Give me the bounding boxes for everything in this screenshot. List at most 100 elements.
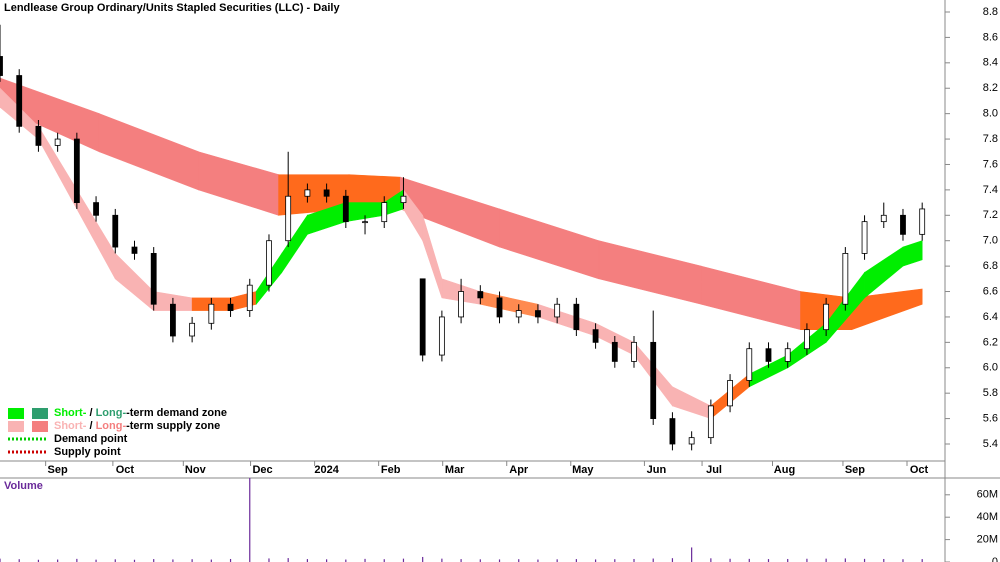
legend-part: Long- — [96, 407, 127, 419]
candle-body — [804, 329, 810, 350]
candle-body — [880, 214, 887, 223]
x-tick-label: 2024 — [314, 464, 339, 476]
x-tick-label: Sep — [48, 464, 68, 476]
legend-part: -term supply zone — [126, 420, 220, 432]
zone-band — [851, 288, 923, 331]
y-tick-label: 5.4 — [983, 438, 998, 450]
legend-label: Short- / Long--term supply zone — [54, 420, 220, 432]
annotations: 5.4 5.6 5.8 6.0 6.2 6.4 6.6 6.8 7.0 7.2 7.4 7.6 7.8 8… — [0, 6, 998, 562]
candle-body — [496, 297, 503, 318]
candle-body — [919, 208, 926, 235]
candle-body — [631, 341, 637, 362]
candle-body — [381, 202, 388, 223]
candle-body — [611, 341, 618, 362]
x-tick-label: Jul — [706, 464, 722, 476]
candle-body — [707, 405, 714, 439]
volume-tick-label: 0 — [992, 556, 998, 562]
chart-title: Lendlease Group Ordinary/Units Stapled S… — [4, 2, 340, 14]
candle-body — [458, 291, 464, 318]
candle-body — [227, 303, 234, 311]
legend-part: / — [86, 420, 95, 432]
candle-body — [304, 189, 311, 197]
volume-tick-label: 20M — [977, 534, 998, 546]
candle-body — [342, 195, 349, 223]
candle-body — [861, 221, 868, 254]
candle-body — [112, 214, 119, 248]
candle-body — [208, 303, 215, 324]
candle-body — [35, 125, 42, 146]
candle-body — [285, 195, 292, 242]
y-tick-label: 7.4 — [983, 184, 998, 196]
candle-body — [419, 278, 426, 356]
candle-body — [246, 284, 253, 311]
legend-part: -term demand zone — [126, 407, 227, 419]
y-tick-label: 8.2 — [983, 82, 998, 94]
candle-body — [477, 291, 484, 299]
candle-body — [131, 246, 138, 254]
y-tick-label: 6.8 — [983, 260, 998, 272]
candle-body — [266, 240, 272, 286]
y-tick-label: 8.0 — [983, 108, 998, 120]
volume-label: Volume — [4, 480, 43, 492]
legend-swatch — [8, 408, 24, 419]
candle-body — [688, 437, 695, 445]
candle-body — [323, 189, 330, 197]
y-tick-label: 7.2 — [983, 209, 998, 221]
legend-swatch — [8, 421, 24, 432]
x-tick-label: Aug — [774, 464, 795, 476]
candle-body — [73, 138, 80, 203]
legend-part: Short- — [54, 407, 87, 419]
x-tick-label: Sep — [845, 464, 865, 476]
y-tick-label: 7.6 — [983, 158, 998, 170]
legend-label: Demand point — [54, 433, 128, 445]
y-tick-label: 5.8 — [983, 387, 998, 399]
candle-body — [842, 253, 849, 305]
bands — [0, 77, 923, 420]
candle-body — [170, 303, 176, 337]
candle-body — [765, 348, 772, 362]
candle-body — [784, 348, 791, 362]
legend-part: / — [86, 407, 95, 419]
y-tick-label: 8.6 — [983, 31, 998, 43]
candles — [0, 24, 926, 451]
candle-body — [16, 75, 23, 127]
x-tick-label: May — [572, 464, 594, 476]
legend-label: Short- / Long--term demand zone — [54, 407, 227, 419]
candle-body — [93, 202, 99, 216]
candle-body — [669, 418, 676, 445]
y-tick-label: 6.2 — [983, 336, 998, 348]
y-tick-label: 7.0 — [983, 235, 998, 247]
candle-body — [515, 310, 522, 318]
x-tick-label: Mar — [445, 464, 465, 476]
candle-body — [573, 303, 580, 331]
candle-body — [746, 348, 753, 381]
candle-body — [727, 380, 733, 407]
y-tick-label: 8.8 — [983, 6, 998, 18]
y-tick-label: 6.4 — [983, 311, 998, 323]
candle-body — [650, 341, 657, 419]
candle-body — [0, 56, 3, 76]
y-tick-label: 6.0 — [983, 362, 998, 374]
x-tick-label: Feb — [381, 464, 401, 476]
x-tick-label: Oct — [910, 464, 929, 476]
x-tick-label: Nov — [185, 464, 207, 476]
candle-body — [189, 322, 196, 337]
legend-swatch — [32, 421, 48, 432]
candle-body — [900, 214, 906, 235]
candle-body — [150, 253, 157, 305]
legend-swatch — [32, 408, 48, 419]
zone-band — [902, 240, 923, 267]
candle-body — [592, 329, 599, 343]
volume-tick-label: 60M — [977, 489, 998, 501]
y-tick-label: 7.8 — [983, 133, 998, 145]
volume-tick-label: 40M — [977, 511, 998, 523]
legend-part: Long- — [96, 420, 127, 432]
x-tick-label: Oct — [116, 464, 135, 476]
y-tick-label: 8.4 — [983, 57, 998, 69]
candle-body — [535, 310, 541, 318]
candle-body — [400, 195, 407, 203]
x-tick-label: Dec — [252, 464, 272, 476]
candle-body — [54, 138, 61, 146]
candle-body — [823, 303, 830, 331]
